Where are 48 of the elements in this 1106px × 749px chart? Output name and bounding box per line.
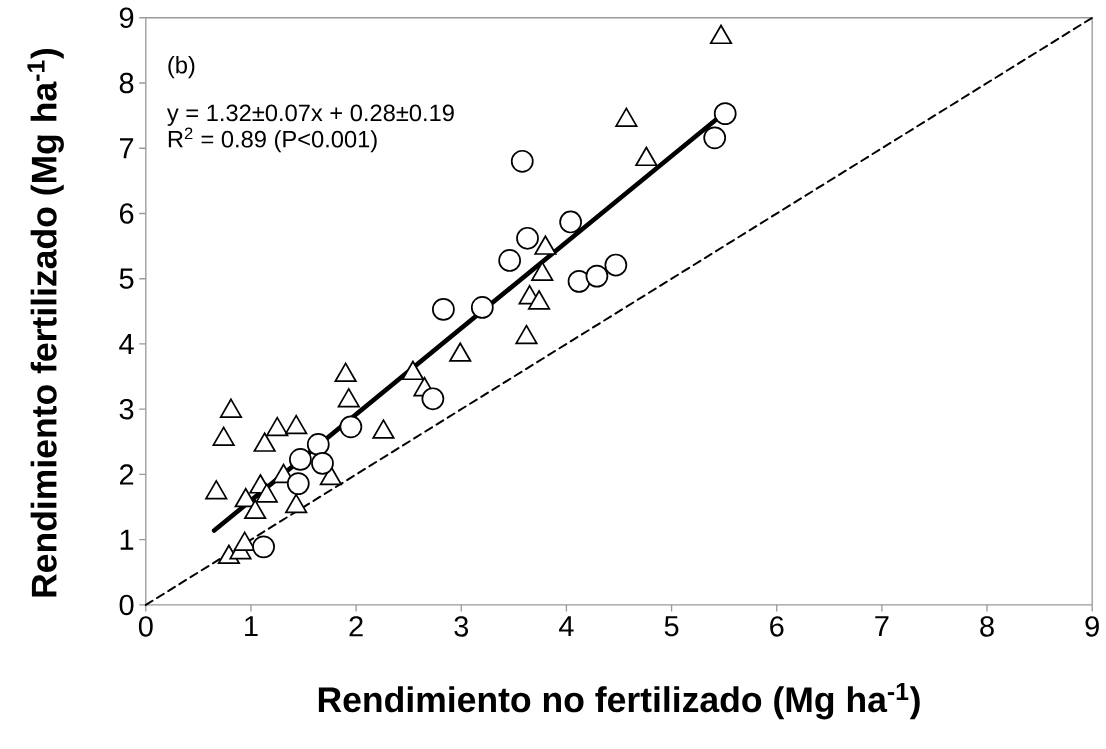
y-tick-label: 0 (119, 594, 134, 616)
point (515, 324, 538, 345)
point (449, 342, 472, 362)
point (253, 432, 276, 452)
x-tick-label: 0 (138, 616, 153, 637)
point (244, 499, 267, 520)
y-tick-label: 5 (119, 268, 134, 289)
point (219, 398, 243, 418)
y-tick-label: 3 (119, 398, 134, 420)
point (205, 480, 228, 500)
x-tick-label: 9 (1085, 616, 1099, 637)
x-tick-label: 2 (349, 616, 363, 637)
x-axis-title: Rendimiento no fertilizado (Mg ha$^{-1}$) (318, 682, 920, 720)
y-tick-label: 8 (119, 72, 134, 94)
point (285, 493, 308, 514)
x-tick-label: 5 (664, 616, 679, 637)
point (401, 360, 425, 381)
annotation: (b) (168, 56, 195, 79)
annotation: y = 1.32±0.07x + 0.28±0.19 (166, 104, 454, 126)
x-tick-label: 6 (770, 616, 784, 637)
point (234, 487, 257, 508)
point (266, 416, 289, 437)
point (527, 290, 551, 310)
x-tick-label: 4 (559, 616, 574, 637)
x-tick-label: 7 (875, 616, 889, 637)
annotation: R$^{2}$ = 0.89 (P<0.001) (168, 127, 377, 153)
y-tick-label: 4 (119, 334, 134, 354)
y-tick-label: 1 (120, 529, 134, 550)
x-tick-label: 8 (980, 616, 994, 637)
point (615, 107, 638, 127)
y-tick-label: 2 (119, 464, 134, 485)
point (534, 235, 557, 255)
point (285, 414, 308, 435)
point (255, 483, 278, 503)
point (635, 146, 658, 167)
y-axis-title: Rendimiento fertilizado (Mg ha$^{-1}$) (27, 49, 64, 597)
point (212, 426, 235, 446)
point (337, 388, 360, 408)
x-tick-label: 1 (245, 616, 258, 637)
point (709, 24, 733, 45)
point (233, 531, 256, 552)
point (372, 419, 395, 439)
y-tick-label: 7 (119, 138, 134, 159)
x-tick-label: 3 (454, 616, 469, 637)
y-tick-label: 6 (119, 203, 134, 224)
point (531, 261, 554, 281)
point (334, 362, 357, 383)
y-tick-label: 9 (119, 7, 134, 29)
